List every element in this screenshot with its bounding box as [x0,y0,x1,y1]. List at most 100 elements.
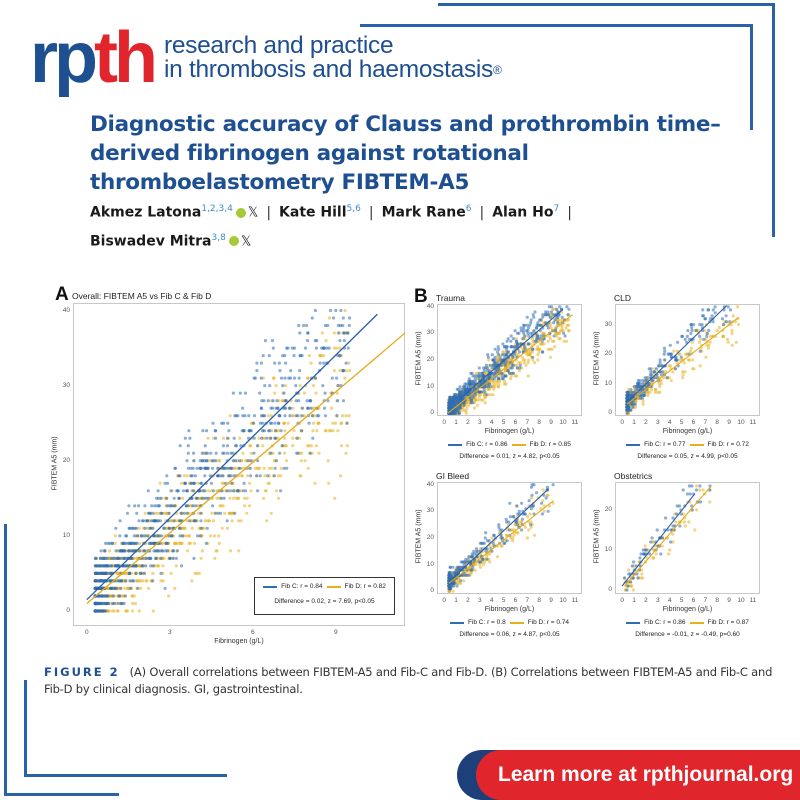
logo-wordmark: research and practice in thrombosis and … [164,22,502,82]
x-social-icon[interactable]: 𝕏 [247,205,259,221]
panel-b-letter: B [414,286,428,307]
logo-th: th [94,18,158,98]
y-tick-label: 30 [426,507,434,515]
y-tick-label: 40 [426,480,434,488]
y-tick-label: 20 [62,456,70,464]
caption-label: FIGURE 2 [44,665,120,679]
x-tick-label: 10 [559,597,567,604]
subplot-title: GI Bleed [436,471,470,481]
x-tick-label: 7 [525,597,530,604]
legend-swatch-fib-c [626,621,641,624]
x-axis-title: Fibrinogen (g/L) [484,606,535,613]
frame-bracket-top-right-outer [438,3,775,237]
subplot-title: CLD [614,293,632,303]
y-tick-label: 10 [604,546,612,553]
legend-label: Fib D: r = 0.74 [527,619,570,626]
scatter-points [625,305,741,415]
legend-swatch-fib-d [511,443,526,446]
legend-label: Fib C: r = 0.86 [644,619,686,626]
legend-label: Fib D: r = 0.87 [707,619,749,626]
x-tick-label: 5 [679,597,684,604]
subplot-title: Obstetrics [614,471,653,481]
x-tick-label: 6 [513,597,518,604]
author-name: Biswadev Mitra [90,233,212,250]
y-axis-title: FIBTEM A5 (mm) [415,509,423,564]
legend-swatch-fib-c [448,443,463,446]
frame-bracket-top-right-inner [360,24,753,130]
y-tick-label: 10 [62,531,70,539]
scatter-points [447,483,555,593]
y-tick-label: 0 [66,606,70,614]
author-name: Kate Hill [279,204,347,221]
author-list: Akmez Latona1,2,3,4 𝕏 | Kate Hill5,6 | Mark R… [90,197,730,254]
author-separator: | [479,204,485,221]
legend-label: Fib D: r = 0.82 [344,583,386,590]
x-tick-label: 6 [691,597,696,604]
x-tick-label: 8 [537,597,542,604]
y-tick-label: 10 [426,382,434,390]
x-tick-label: 10 [559,419,567,426]
affiliation-superscript: 3,8 [211,232,226,243]
x-axis-title: Fibrinogen (g/L) [484,428,535,435]
author-name: Alan Ho [492,204,554,221]
y-tick-label: 20 [426,534,434,541]
y-tick-label: 30 [62,381,70,389]
x-social-icon[interactable]: 𝕏 [240,234,252,250]
x-tick-label: 9 [549,419,553,426]
x-tick-label: 2 [644,419,648,426]
x-tick-label: 1 [454,419,458,426]
x-tick-label: 5 [501,597,506,604]
legend-swatch-fib-d [689,621,704,624]
frame-bracket-bottom-left-outer [4,524,119,796]
x-tick-label: 11 [749,419,757,426]
x-tick-label: 8 [715,597,720,604]
affiliation-superscript: 1,2,3,4 [201,204,233,214]
x-tick-label: 8 [537,419,542,426]
x-tick-label: 6 [691,419,696,426]
x-tick-label: 7 [525,419,530,426]
learn-more-link[interactable]: Learn more at rpthjournal.org [457,750,800,800]
y-axis-title: FIBTEM A5 (mm) [593,331,601,386]
caption-text: (A) Overall correlations between FIBTEM-… [44,665,773,696]
author-separator: | [567,204,572,221]
frame-bracket-bottom-left-inner [24,680,227,777]
figure-caption: FIGURE 2 (A) Overall correlations between… [44,664,774,698]
x-tick-label: 2 [466,419,470,426]
subplot-legend: Fib C: r = 0.86 Fib D: r = 0.85 [427,441,592,448]
legend-label: Fib C: r = 0.86 [466,441,508,448]
x-tick-label: 0 [442,419,446,426]
legend-label: Fib C: r = 0.8 [467,619,506,626]
affiliation-superscript: 7 [553,204,560,214]
legend-swatch-fib-d [689,443,704,446]
subplot-legend: Fib C: r = 0.86 Fib D: r = 0.87 [605,619,770,626]
x-tick-label: 4 [489,597,494,604]
legend-label: Fib C: r = 0.77 [644,441,686,448]
cta-label: Learn more at rpthjournal.org [498,763,794,786]
y-tick-label: 10 [426,560,434,568]
x-tick-label: 5 [501,419,506,426]
x-tick-label: 3 [477,597,482,604]
subplot-title: Trauma [436,293,465,303]
x-axis-title: Fibrinogen (g/L) [662,428,713,435]
orcid-icon[interactable] [235,207,246,218]
panel-a-title: Overall: FIBTEM A5 vs Fib C & Fib D [72,291,212,301]
orcid-icon[interactable] [228,236,239,247]
subplot-annotation: Difference = -0.01, z = -0.49, p=0.60 [635,631,740,638]
author-separator: | [266,204,272,221]
y-tick-label: 30 [426,329,434,337]
panel-a-letter: A [55,284,69,305]
legend-swatch-fib-d [509,621,524,624]
scatter-points [86,308,406,613]
y-tick-label: 10 [604,379,612,387]
x-tick-label: 5 [679,419,684,426]
scatter-points [621,484,712,592]
y-tick-label: 0 [430,587,434,595]
legend-swatch-fib-c [263,585,278,588]
x-tick-label: 0 [620,597,624,604]
x-tick-label: 3 [655,597,660,604]
scatter-points [447,305,573,415]
legend-swatch-fib-d [326,585,341,588]
y-tick-label: 0 [430,409,434,417]
x-tick-label: 10 [737,419,745,426]
cta-banner: Learn more at rpthjournal.org [476,750,800,800]
